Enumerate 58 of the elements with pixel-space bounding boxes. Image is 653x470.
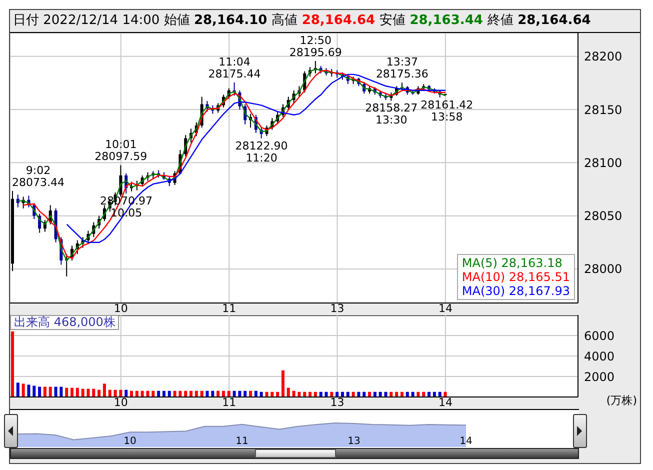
x-tick-label: 11 bbox=[236, 436, 248, 447]
bar bbox=[43, 386, 46, 397]
x-tick-label: 14 bbox=[438, 302, 452, 315]
annotation: 13:37 28175.36 bbox=[376, 56, 428, 81]
chart-title: 日付 2022/12/14 14:00 始値 28,164.10 高値 28,164.64 安値 28,163.44 終値 28,164.64 bbox=[13, 13, 591, 28]
y-axis-title: (万株) bbox=[606, 393, 637, 408]
text: MA(5) 28,163.18 bbox=[462, 256, 564, 270]
bar bbox=[70, 388, 74, 397]
annotation: 10:01 28097.59 bbox=[94, 138, 148, 164]
x-tick-label: 14 bbox=[460, 436, 472, 447]
x-tick-label: 13 bbox=[330, 302, 344, 315]
bar bbox=[27, 384, 30, 397]
text: MA(30) 28,167.93 bbox=[462, 284, 570, 298]
bar bbox=[38, 386, 42, 397]
y-tick-label: 28050 bbox=[584, 209, 622, 224]
bar bbox=[86, 388, 90, 397]
bar bbox=[114, 390, 117, 397]
bar bbox=[281, 370, 284, 397]
y-tick-label: 4000 bbox=[584, 349, 615, 364]
bar bbox=[16, 382, 20, 397]
x-tick-label: 10 bbox=[114, 302, 128, 315]
annotation: 11:04 28175.44 bbox=[208, 55, 261, 80]
y-tick-label: 28150 bbox=[584, 102, 622, 117]
annotation: 12:50 28195.69 bbox=[289, 34, 342, 59]
bar bbox=[60, 386, 63, 397]
x-tick-label: 14 bbox=[438, 396, 452, 409]
x-tick-label: 10 bbox=[114, 396, 128, 409]
bar bbox=[65, 388, 68, 397]
y-tick-label: 28100 bbox=[584, 156, 622, 170]
x-tick-label: 10 bbox=[124, 436, 136, 447]
bar bbox=[108, 390, 112, 397]
bar bbox=[54, 386, 58, 397]
annotation: 9:02 28073.44 bbox=[12, 164, 64, 189]
annotation: 28161.42 13:58 bbox=[420, 98, 474, 124]
text: MA(10) 28,165.51 bbox=[462, 270, 570, 284]
bar bbox=[22, 384, 25, 397]
x-tick-label: 11 bbox=[222, 396, 236, 409]
bar bbox=[98, 390, 101, 397]
annotation: 28158.27 13:30 bbox=[365, 102, 418, 127]
bar bbox=[124, 390, 128, 397]
y-tick-label: 6000 bbox=[584, 328, 615, 343]
bar bbox=[286, 388, 290, 397]
y-tick-label: 2000 bbox=[584, 370, 615, 384]
y-tick-label: 28200 bbox=[584, 50, 622, 64]
bar bbox=[76, 388, 79, 397]
bar bbox=[92, 388, 96, 397]
y-tick-label: 28000 bbox=[584, 262, 622, 276]
bar bbox=[119, 390, 122, 397]
bar bbox=[11, 331, 14, 397]
bar bbox=[32, 386, 36, 397]
bar bbox=[102, 384, 106, 397]
x-tick-label: 13 bbox=[348, 436, 360, 447]
x-tick-label: 13 bbox=[330, 396, 344, 409]
annotation: 28122.90 11:20 bbox=[235, 139, 288, 164]
x-tick-label: 11 bbox=[222, 302, 236, 315]
bar bbox=[81, 388, 84, 397]
bar bbox=[48, 386, 52, 397]
chart-title: 出来高 468,000株 bbox=[10, 315, 120, 330]
